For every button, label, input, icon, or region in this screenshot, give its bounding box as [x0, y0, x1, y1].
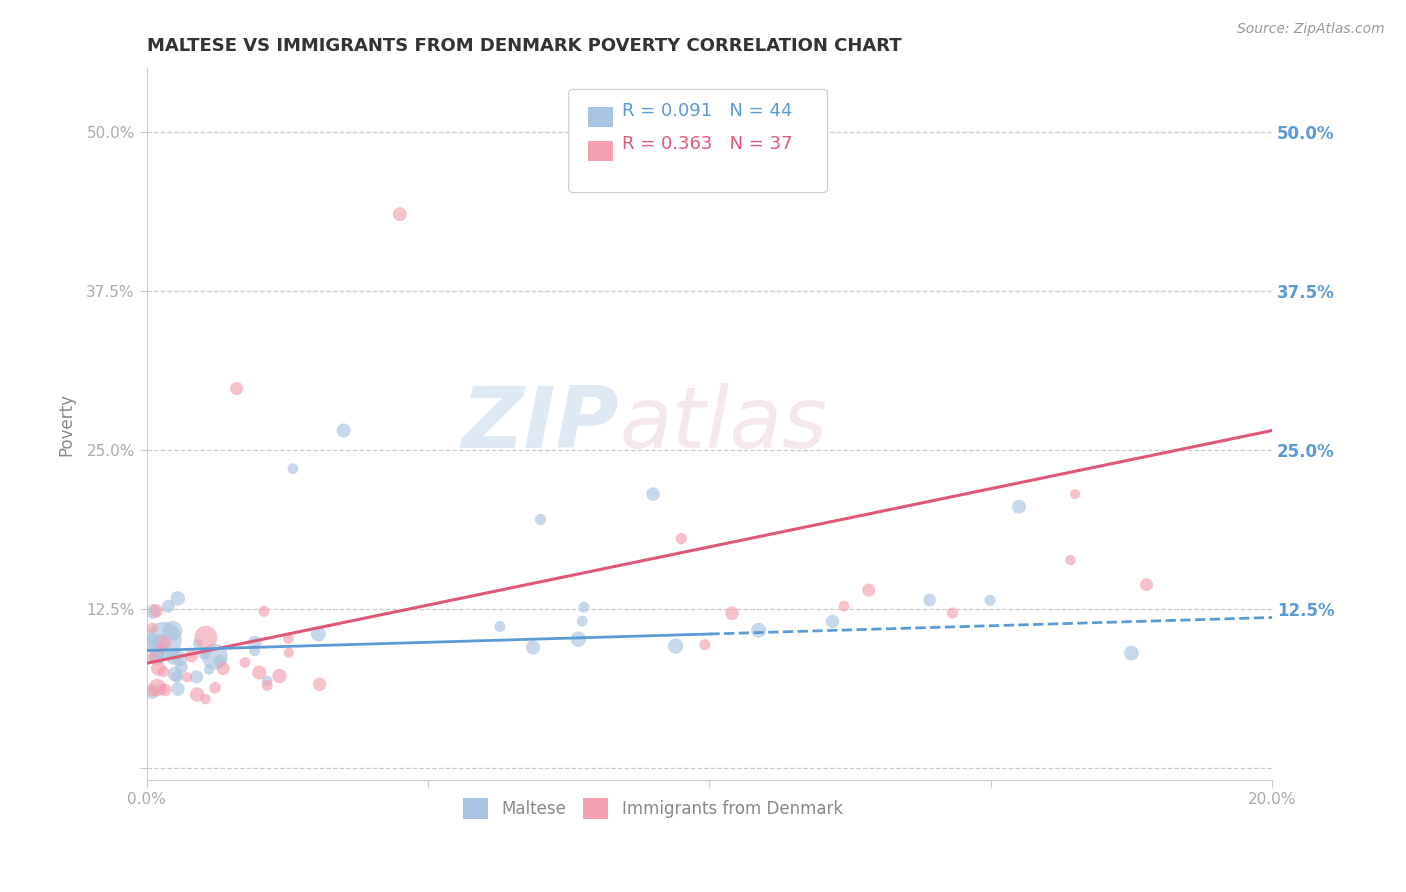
- Point: [571, 614, 593, 628]
- Point: [149, 634, 172, 648]
- Point: [858, 583, 880, 598]
- Point: [243, 635, 266, 649]
- Point: [194, 631, 217, 645]
- Point: [141, 621, 163, 635]
- Point: [153, 635, 176, 649]
- Point: [145, 604, 167, 618]
- Point: [529, 512, 551, 526]
- Point: [665, 639, 688, 653]
- Point: [150, 682, 173, 697]
- Point: [204, 681, 226, 695]
- Point: [212, 661, 235, 675]
- Point: [941, 606, 963, 620]
- Point: [918, 593, 941, 607]
- Point: [643, 487, 665, 501]
- Point: [1059, 553, 1081, 567]
- Point: [153, 683, 176, 698]
- Text: atlas: atlas: [619, 383, 827, 466]
- Point: [176, 670, 198, 684]
- Point: [269, 669, 291, 683]
- Point: [146, 650, 169, 665]
- Point: [186, 670, 208, 684]
- Point: [166, 670, 188, 684]
- Point: [522, 640, 544, 655]
- Point: [277, 646, 299, 660]
- Point: [307, 627, 329, 641]
- Point: [146, 681, 169, 695]
- Point: [247, 665, 270, 680]
- Point: [1008, 500, 1031, 514]
- Point: [148, 661, 170, 675]
- Legend: Maltese, Immigrants from Denmark: Maltese, Immigrants from Denmark: [457, 792, 849, 825]
- Point: [693, 638, 716, 652]
- Point: [1064, 487, 1087, 501]
- FancyBboxPatch shape: [588, 141, 613, 161]
- Point: [821, 615, 844, 629]
- Point: [567, 632, 589, 647]
- Text: Source: ZipAtlas.com: Source: ZipAtlas.com: [1237, 22, 1385, 37]
- Text: R = 0.363   N = 37: R = 0.363 N = 37: [621, 136, 792, 153]
- Point: [253, 604, 276, 618]
- Point: [152, 633, 174, 648]
- Text: R = 0.091   N = 44: R = 0.091 N = 44: [621, 102, 792, 120]
- Point: [233, 656, 256, 670]
- Point: [157, 599, 180, 614]
- Point: [256, 673, 278, 688]
- Point: [152, 665, 174, 679]
- Point: [388, 207, 411, 221]
- Point: [748, 624, 770, 638]
- Point: [256, 678, 278, 692]
- Point: [198, 663, 221, 677]
- Point: [277, 632, 299, 646]
- Text: ZIP: ZIP: [461, 383, 619, 466]
- Point: [193, 647, 215, 661]
- Point: [281, 461, 304, 475]
- Point: [721, 607, 744, 621]
- Point: [141, 684, 163, 698]
- Point: [141, 684, 163, 698]
- Point: [225, 382, 247, 396]
- Point: [194, 692, 217, 706]
- Point: [186, 688, 208, 702]
- Point: [150, 640, 173, 655]
- Point: [180, 648, 202, 663]
- Point: [187, 636, 209, 650]
- Point: [163, 667, 186, 681]
- Point: [170, 660, 193, 674]
- Point: [162, 624, 184, 638]
- Point: [167, 681, 190, 696]
- Point: [1135, 577, 1157, 591]
- FancyBboxPatch shape: [588, 107, 613, 127]
- Point: [572, 600, 595, 615]
- FancyBboxPatch shape: [568, 89, 828, 193]
- Point: [146, 646, 169, 660]
- Point: [832, 599, 855, 614]
- Point: [141, 632, 163, 646]
- Point: [141, 650, 163, 665]
- Y-axis label: Poverty: Poverty: [58, 392, 75, 456]
- Point: [169, 651, 191, 665]
- Point: [979, 593, 1001, 607]
- Point: [489, 619, 512, 633]
- Point: [208, 654, 231, 668]
- Point: [204, 649, 226, 664]
- Point: [149, 641, 172, 656]
- Point: [141, 638, 163, 652]
- Text: MALTESE VS IMMIGRANTS FROM DENMARK POVERTY CORRELATION CHART: MALTESE VS IMMIGRANTS FROM DENMARK POVER…: [146, 37, 901, 55]
- Point: [243, 643, 266, 657]
- Point: [1121, 646, 1143, 660]
- Point: [166, 591, 188, 606]
- Point: [163, 650, 186, 665]
- Point: [671, 532, 693, 546]
- Point: [142, 605, 165, 619]
- Point: [332, 424, 354, 438]
- Point: [308, 677, 330, 691]
